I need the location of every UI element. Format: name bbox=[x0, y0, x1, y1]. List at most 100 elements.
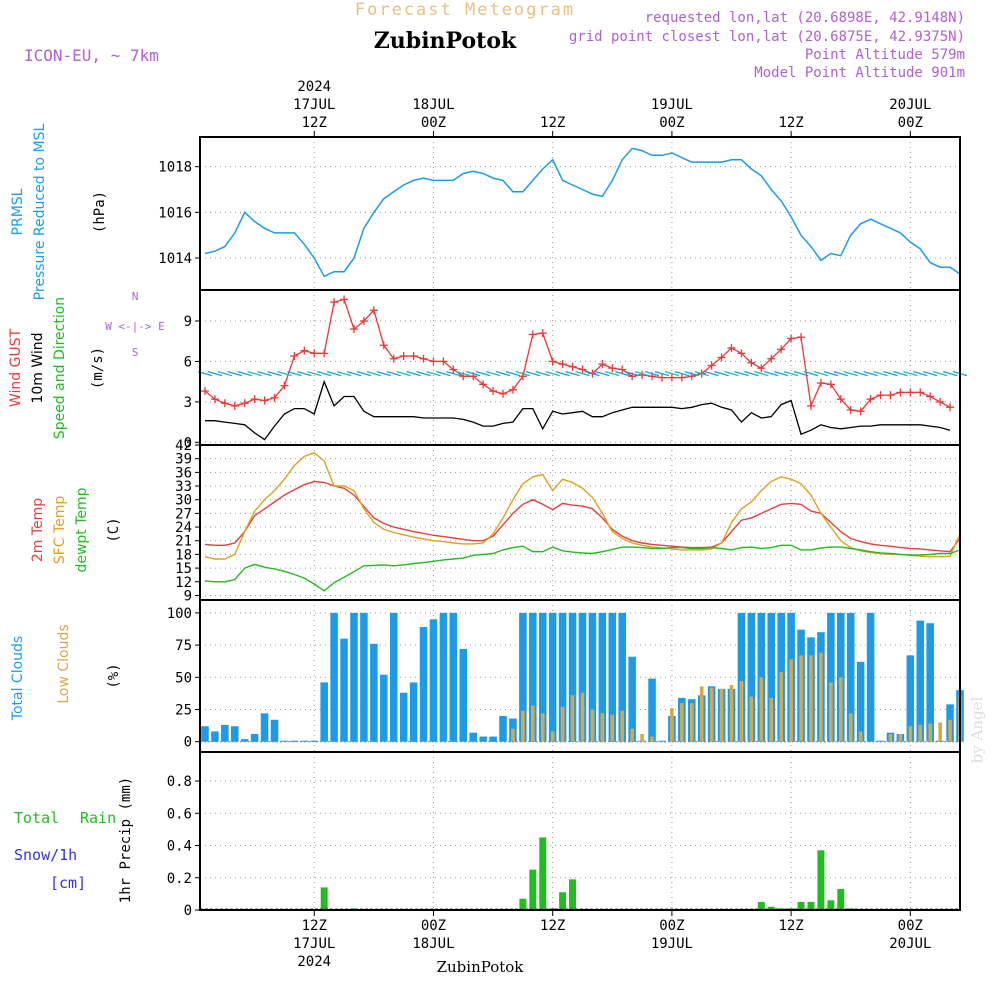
wind-direction-arrow bbox=[754, 370, 769, 377]
wind-direction-arrow bbox=[684, 370, 699, 377]
total-clouds-bar bbox=[568, 612, 577, 742]
wind-direction-arrow bbox=[376, 370, 391, 377]
wind-direction-arrow bbox=[436, 370, 451, 377]
wind-direction-arrow bbox=[515, 370, 531, 377]
dewpt-label: dewpt Temp bbox=[74, 487, 90, 572]
y-tick-label: 36 bbox=[175, 465, 192, 481]
wind-direction-arrow bbox=[923, 370, 938, 377]
low-clouds-bar bbox=[680, 703, 684, 742]
y-tick-label: 3 bbox=[184, 395, 192, 411]
total-clouds-bar bbox=[340, 638, 348, 742]
wind-direction-arrow bbox=[803, 370, 819, 377]
total-clouds-label: Total Clouds bbox=[10, 636, 26, 721]
wind-direction-arrow bbox=[466, 370, 481, 377]
total-clouds-bar bbox=[429, 619, 438, 742]
low-clouds-bar bbox=[550, 731, 555, 742]
wind-direction-arrow bbox=[605, 370, 620, 377]
wind-direction-arrow bbox=[227, 370, 242, 377]
low-clouds-bar bbox=[779, 672, 783, 742]
wind-direction-arrow bbox=[595, 370, 610, 377]
wind-direction-arrow bbox=[396, 370, 411, 377]
wind-direction-arrow bbox=[535, 370, 550, 377]
bottom-time-label: 18JUL bbox=[412, 936, 454, 952]
wind-unit: (m/s) bbox=[90, 347, 106, 389]
wind-speed-line bbox=[205, 379, 951, 441]
total-clouds-bar bbox=[290, 740, 299, 742]
total-clouds-bar bbox=[916, 620, 925, 742]
wind-direction-arrow bbox=[307, 370, 322, 377]
low-clouds-bar bbox=[789, 659, 793, 742]
top-time-label: 12Z bbox=[302, 115, 327, 131]
top-time-label: 00Z bbox=[659, 115, 684, 131]
info-line-3: Point Altitude 579m bbox=[805, 47, 965, 63]
y-tick-label: 0.2 bbox=[167, 871, 192, 887]
total-clouds-bar bbox=[866, 612, 875, 742]
bottom-time-label: 20JUL bbox=[889, 936, 931, 952]
total-clouds-bar bbox=[747, 612, 756, 742]
total-clouds-bar bbox=[270, 719, 279, 742]
low-clouds-bar bbox=[898, 733, 903, 742]
y-tick-label: 1014 bbox=[158, 251, 192, 267]
rain-label: Rain bbox=[80, 809, 116, 827]
total-clouds-bar bbox=[409, 682, 418, 742]
wind-direction-arrow bbox=[823, 370, 839, 377]
wind-direction-arrow bbox=[326, 370, 342, 377]
top-time-label: 12Z bbox=[778, 115, 803, 131]
low-clouds-bar bbox=[511, 728, 515, 742]
y-tick-label: 18 bbox=[175, 547, 192, 563]
precip-unit: 1hr Precip (mm) bbox=[118, 777, 134, 903]
y-tick-label: 0.4 bbox=[167, 839, 192, 855]
y-tick-label: 1016 bbox=[158, 205, 192, 221]
low-clouds-bar bbox=[799, 655, 803, 742]
low-clouds-bar bbox=[689, 703, 694, 742]
wind-direction-arrow bbox=[456, 370, 471, 377]
info-line-2: grid point closest lon,lat (20.6875E, 42… bbox=[569, 29, 965, 45]
rain-bar bbox=[320, 887, 328, 910]
wind-direction-arrow bbox=[893, 370, 908, 377]
low-clouds-bar bbox=[888, 733, 893, 742]
y-tick-label: 30 bbox=[175, 493, 192, 509]
y-tick-label: 50 bbox=[175, 670, 192, 686]
y-tick-label: 0 bbox=[184, 903, 192, 919]
wind-direction-arrow bbox=[694, 370, 709, 377]
total-clouds-bar bbox=[330, 612, 338, 742]
bottom-time-label: 00Z bbox=[659, 918, 684, 934]
low-clouds-bar bbox=[521, 710, 525, 742]
wind-direction-arrow bbox=[386, 370, 401, 377]
top-time-label: 18JUL bbox=[412, 97, 454, 113]
wind-direction-arrow bbox=[724, 370, 739, 377]
wind-direction-arrow bbox=[942, 370, 958, 377]
y-tick-label: 39 bbox=[175, 452, 192, 468]
snow-unit-label: [cm] bbox=[50, 874, 86, 892]
wind-direction-arrow bbox=[624, 370, 640, 377]
low-clouds-bar bbox=[670, 708, 674, 742]
low-clouds-bar bbox=[600, 713, 605, 742]
watermark: by Angel bbox=[968, 696, 986, 763]
total-clouds-bar bbox=[479, 736, 487, 742]
low-clouds-bar bbox=[948, 719, 952, 742]
total-clouds-bar bbox=[499, 715, 507, 742]
low-clouds-bar bbox=[809, 655, 813, 742]
low-clouds-bar bbox=[590, 709, 595, 742]
wind-direction-arrow bbox=[495, 370, 511, 377]
wind-direction-arrow bbox=[773, 370, 789, 377]
wind-direction-arrow bbox=[883, 370, 898, 377]
total-clouds-bar bbox=[360, 612, 368, 742]
rain-bar bbox=[569, 879, 577, 910]
rain-bar bbox=[837, 889, 845, 910]
wind-direction-arrow bbox=[277, 370, 292, 377]
wind-direction-arrow bbox=[287, 370, 302, 377]
gust-label: Wind GUST bbox=[8, 328, 24, 407]
wind-direction-arrow bbox=[575, 370, 590, 377]
y-tick-label: 15 bbox=[175, 561, 192, 577]
wind-direction-arrow bbox=[734, 370, 749, 377]
wind-direction-arrow bbox=[634, 370, 650, 377]
pressure-label-2: Pressure Reduced to MSL bbox=[32, 123, 48, 300]
sfc-temp-label: SFC Temp bbox=[52, 496, 68, 565]
wind-direction-arrow bbox=[813, 370, 829, 377]
total-clouds-bar bbox=[240, 739, 249, 742]
total-clouds-bar bbox=[389, 612, 398, 742]
rain-bar bbox=[817, 850, 825, 910]
low-clouds-bar bbox=[709, 687, 714, 742]
